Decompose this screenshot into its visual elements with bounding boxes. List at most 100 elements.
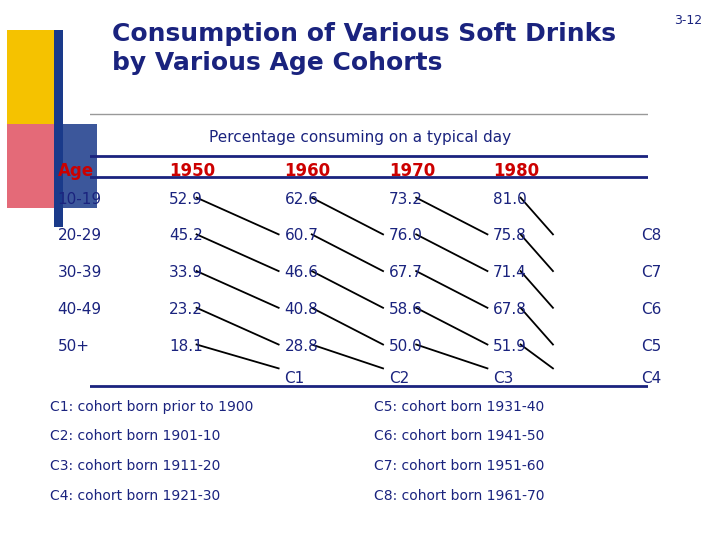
- Point: [382, 242, 391, 248]
- Point: [464, 327, 472, 333]
- Point: [238, 214, 247, 220]
- Text: 52.9: 52.9: [169, 192, 203, 207]
- Point: [489, 271, 498, 277]
- Text: C5: C5: [641, 339, 661, 354]
- Text: 50+: 50+: [58, 339, 89, 354]
- Point: [238, 242, 247, 248]
- Point: [238, 271, 247, 277]
- Line: 2 pts: 2 pts: [521, 345, 553, 368]
- Text: 76.0: 76.0: [389, 228, 423, 244]
- Line: 2 pts: 2 pts: [521, 308, 553, 345]
- Text: C7: C7: [641, 265, 661, 280]
- Line: 2 pts: 2 pts: [521, 271, 553, 308]
- Point: [514, 327, 523, 333]
- Text: C3: C3: [493, 371, 513, 386]
- Text: C6: cohort born 1941-50: C6: cohort born 1941-50: [374, 429, 545, 443]
- Line: 2 pts: 2 pts: [416, 345, 487, 368]
- Text: C1: C1: [284, 371, 305, 386]
- Line: 2 pts: 2 pts: [312, 234, 383, 271]
- Point: [328, 242, 336, 248]
- Point: [408, 299, 417, 305]
- Point: [382, 271, 391, 277]
- Text: 1950: 1950: [169, 162, 215, 180]
- Text: 58.6: 58.6: [389, 302, 423, 317]
- Text: C8: cohort born 1961-70: C8: cohort born 1961-70: [374, 489, 545, 503]
- Text: 40.8: 40.8: [284, 302, 318, 317]
- Text: 73.2: 73.2: [389, 192, 423, 207]
- Point: [489, 327, 498, 333]
- Text: 30-39: 30-39: [58, 265, 102, 280]
- Line: 2 pts: 2 pts: [416, 198, 487, 234]
- Point: [514, 299, 523, 305]
- Point: [408, 327, 417, 333]
- Text: C4: C4: [641, 371, 661, 386]
- Line: 2 pts: 2 pts: [197, 345, 279, 368]
- Text: C4: cohort born 1921-30: C4: cohort born 1921-30: [50, 489, 220, 503]
- Point: [302, 271, 310, 277]
- Text: 28.8: 28.8: [284, 339, 318, 354]
- Point: [302, 327, 310, 333]
- Point: [302, 242, 310, 248]
- Point: [328, 327, 336, 333]
- Text: 62.6: 62.6: [284, 192, 318, 207]
- Text: 75.8: 75.8: [493, 228, 527, 244]
- Line: 2 pts: 2 pts: [197, 234, 279, 271]
- Point: [489, 214, 498, 220]
- Point: [464, 242, 472, 248]
- Text: 67.7: 67.7: [389, 265, 423, 280]
- Line: 2 pts: 2 pts: [521, 198, 553, 234]
- Point: [328, 271, 336, 277]
- Line: 2 pts: 2 pts: [312, 198, 383, 234]
- Point: [408, 271, 417, 277]
- Text: 45.2: 45.2: [169, 228, 203, 244]
- Line: 2 pts: 2 pts: [312, 308, 383, 345]
- Text: C7: cohort born 1951-60: C7: cohort born 1951-60: [374, 459, 545, 473]
- Point: [382, 299, 391, 305]
- Bar: [7, 124, 54, 208]
- Line: 2 pts: 2 pts: [416, 308, 487, 345]
- Text: 33.9: 33.9: [169, 265, 203, 280]
- Text: by Various Age Cohorts: by Various Age Cohorts: [112, 51, 442, 75]
- Text: 1970: 1970: [389, 162, 435, 180]
- Point: [489, 242, 498, 248]
- Text: 60.7: 60.7: [284, 228, 318, 244]
- Text: Percentage consuming on a typical day: Percentage consuming on a typical day: [209, 130, 511, 145]
- Point: [302, 345, 310, 352]
- Line: 2 pts: 2 pts: [416, 234, 487, 271]
- Line: 2 pts: 2 pts: [416, 271, 487, 308]
- Point: [464, 345, 472, 352]
- Text: 3-12: 3-12: [674, 14, 702, 26]
- Bar: [7, 30, 54, 124]
- Point: [464, 299, 472, 305]
- Point: [514, 271, 523, 277]
- Text: 1980: 1980: [493, 162, 539, 180]
- Point: [514, 345, 523, 352]
- Point: [408, 214, 417, 220]
- Point: [514, 242, 523, 248]
- Text: Age: Age: [58, 162, 94, 180]
- Line: 2 pts: 2 pts: [197, 271, 279, 308]
- Text: C2: cohort born 1901-10: C2: cohort born 1901-10: [50, 429, 221, 443]
- Text: C1: cohort born prior to 1900: C1: cohort born prior to 1900: [50, 400, 253, 414]
- Text: C5: cohort born 1931-40: C5: cohort born 1931-40: [374, 400, 544, 414]
- Text: 20-29: 20-29: [58, 228, 102, 244]
- Text: Consumption of Various Soft Drinks: Consumption of Various Soft Drinks: [112, 22, 616, 45]
- Text: 67.8: 67.8: [493, 302, 527, 317]
- Text: 50.0: 50.0: [389, 339, 423, 354]
- Point: [302, 299, 310, 305]
- Point: [382, 327, 391, 333]
- Point: [328, 299, 336, 305]
- Line: 2 pts: 2 pts: [521, 234, 553, 271]
- Text: 81.0: 81.0: [493, 192, 527, 207]
- Text: 10-19: 10-19: [58, 192, 102, 207]
- Text: C3: cohort born 1911-20: C3: cohort born 1911-20: [50, 459, 221, 473]
- Text: C6: C6: [641, 302, 661, 317]
- Point: [382, 345, 391, 352]
- Text: 71.4: 71.4: [493, 265, 527, 280]
- Text: C8: C8: [641, 228, 661, 244]
- Bar: [54, 124, 97, 208]
- Line: 2 pts: 2 pts: [312, 271, 383, 308]
- Text: 46.6: 46.6: [284, 265, 318, 280]
- Point: [238, 299, 247, 305]
- Line: 2 pts: 2 pts: [312, 345, 383, 368]
